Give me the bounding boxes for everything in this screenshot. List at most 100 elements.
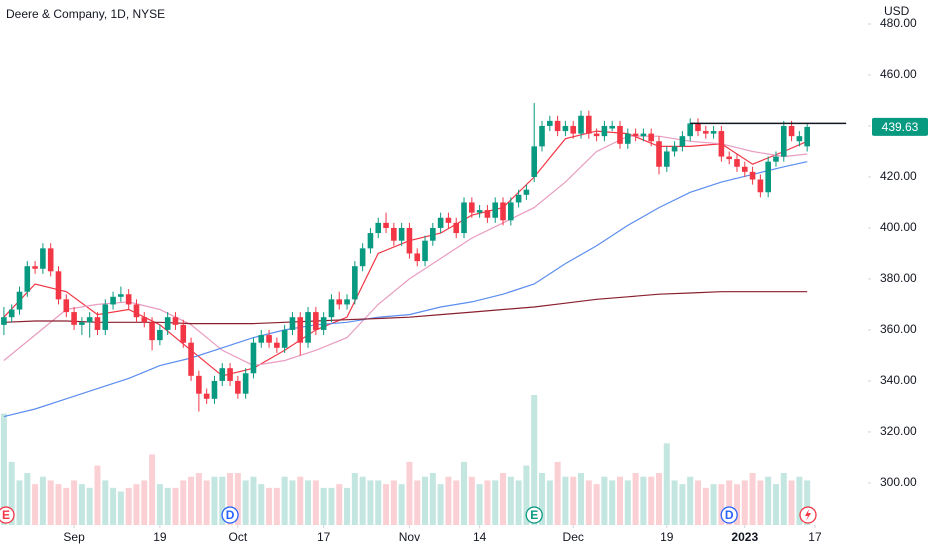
y-tick-label: 360.00 [880,322,917,336]
volume-bar [211,476,218,525]
volume-bar [788,480,795,525]
candle-body [492,202,499,218]
candle-body [188,342,194,376]
y-tick-label: 320.00 [880,424,917,438]
volume-bar [718,484,725,525]
candle-body [617,125,623,144]
volume-bar [242,480,249,525]
volume-bar [726,480,733,525]
volume-bar [219,476,226,525]
volume-bar [476,484,483,525]
candle-body [141,317,148,323]
candle-body [196,375,202,394]
candle-body [383,222,389,228]
candle-body [734,159,740,167]
candle-body [406,227,413,254]
volume-bar [234,473,241,525]
candle-body [305,312,311,343]
candle-body [765,161,771,193]
volume-bar [227,473,234,525]
candle-body [422,240,428,262]
volume-bar [702,487,709,525]
y-tick-label: 480.00 [880,16,917,30]
volume-bar [344,487,351,525]
volume-bar [297,476,304,525]
volume-bar [180,480,187,525]
candle-body [227,368,233,381]
candle-body [118,294,124,297]
volume-bar [110,487,117,525]
candle-body [780,125,787,157]
candle-body [94,317,101,330]
volume-bar [55,484,62,525]
volume-bar [468,476,475,525]
candle-body [757,179,764,193]
y-tick-label: 400.00 [880,220,917,234]
currency-label: USD [884,4,910,18]
volume-bar [94,465,101,525]
volume-bar [0,413,7,525]
candle-body [430,227,436,241]
candle-body [523,189,530,195]
candle-body [110,296,116,305]
y-tick-label: 300.00 [880,475,917,489]
candle-body [55,271,62,300]
volume-bar [305,480,312,525]
volume-bar [648,476,655,525]
volume-bar [258,484,265,525]
candle-body [578,115,584,134]
volume-bar [710,484,717,525]
candle-body [656,141,662,167]
volume-bar [492,480,499,525]
lightning-bolt [805,509,811,521]
volume-bar [554,461,561,525]
volume-bar [694,480,701,525]
volume-bar [328,487,335,525]
candle-body [40,248,46,269]
volume-bar [71,480,78,525]
candle-body [640,133,647,137]
volume-bar [601,476,608,525]
candle-body [570,125,577,134]
candle-body [328,299,335,318]
volume-bar [250,476,257,525]
candle-body [320,317,327,330]
candle-body [414,253,421,262]
volume-bar [632,473,639,525]
candle-body [164,317,171,330]
candle-body [149,322,155,341]
volume-bar [780,473,787,525]
volume-bar [445,476,452,525]
candle-body [586,115,592,134]
candle-body [609,125,616,129]
volume-bar [266,487,273,525]
candle-body [235,380,241,394]
candle-body [796,136,803,142]
volume-bar [422,476,429,525]
volume-bar [414,480,421,525]
volume-bar [351,473,358,525]
volume-bar [570,476,577,525]
volume-bar [523,465,530,525]
candle-body [788,125,795,137]
volume-bar [172,487,179,525]
candle-body [461,202,467,234]
volume-bar [515,480,522,525]
chart-title: Deere & Company, 1D, NYSE [6,7,165,21]
candle-body [71,312,77,325]
volume-bar [593,484,600,525]
volume-bar [24,473,31,525]
volume-bar [133,484,140,525]
candle-body [679,136,686,147]
volume-bar [804,480,811,525]
last-price-tag [872,117,928,136]
candle-body [593,133,600,137]
volume-bar [539,473,546,525]
candle-body [554,120,561,132]
x-tick-label: 14 [473,530,487,544]
volume-bar [406,461,413,525]
candle-body [297,317,304,343]
candle-body [47,248,54,272]
